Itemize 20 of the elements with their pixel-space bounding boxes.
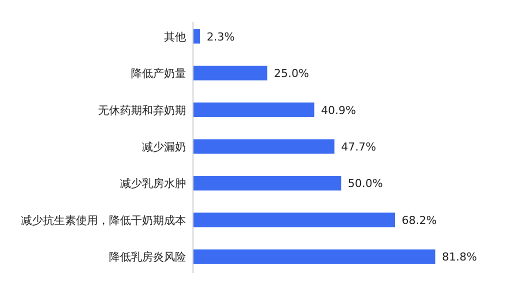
bar	[192, 139, 334, 154]
bar	[192, 102, 314, 118]
data-label: 50.0%	[348, 177, 383, 190]
y-tick-label: 降低乳房炎风险	[109, 250, 186, 264]
y-tick-label: 减少乳房水肿	[120, 177, 186, 190]
data-label: 81.8%	[442, 250, 477, 264]
y-tick-label: 降低产奶量	[131, 67, 186, 80]
y-tick-label: 减少抗生素使用，降低干奶期成本	[21, 214, 186, 227]
bar	[192, 212, 396, 228]
bar	[192, 66, 268, 80]
y-tick-label: 减少漏奶	[142, 140, 186, 154]
data-label: 25.0%	[274, 67, 309, 80]
bar	[192, 249, 436, 264]
y-tick-label: 其他	[164, 30, 186, 44]
data-label: 68.2%	[402, 214, 437, 227]
data-label: 40.9%	[321, 104, 356, 117]
data-label: 47.7%	[341, 140, 376, 154]
data-label: 2.3%	[206, 30, 235, 44]
bar	[192, 176, 342, 190]
y-tick-label: 无休药期和弃奶期	[98, 104, 186, 117]
